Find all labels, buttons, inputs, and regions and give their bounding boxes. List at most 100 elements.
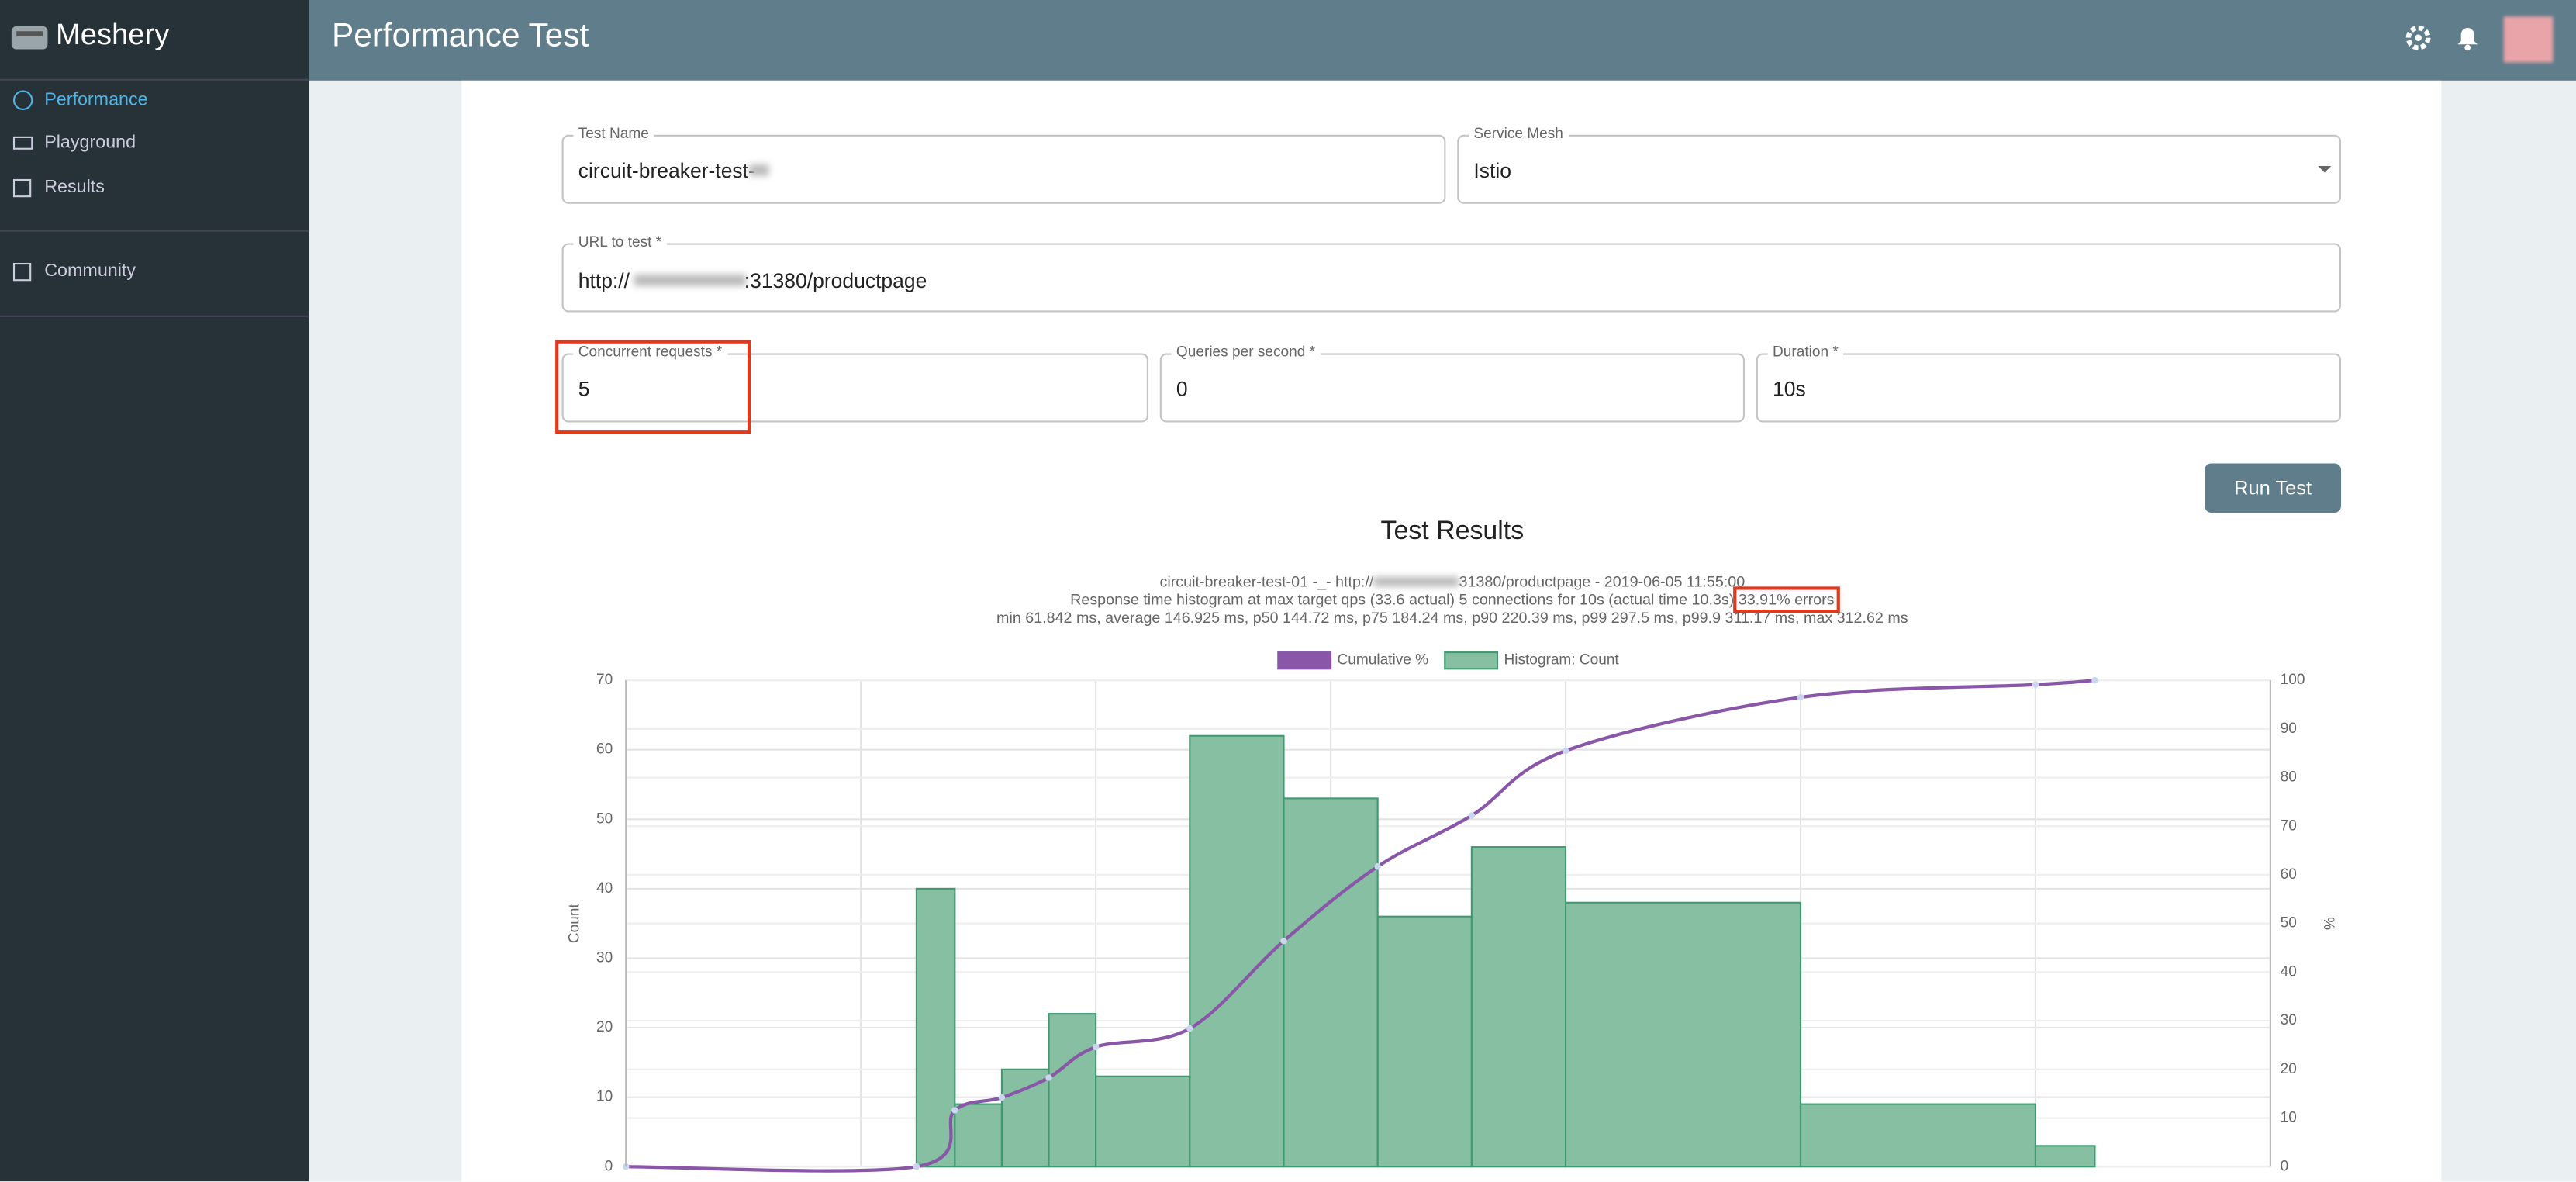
field-value: circuit-breaker-test- (578, 159, 755, 183)
field-value: Istio (1473, 159, 1511, 183)
histogram-bar (1283, 797, 1379, 1168)
separator (0, 78, 309, 81)
y2-tick-label: 30 (2281, 1012, 2297, 1028)
app-name: Meshery (56, 18, 170, 51)
y2-tick-label: 90 (2281, 721, 2297, 737)
histogram-bar (954, 1103, 1003, 1168)
histogram-bar (1799, 1103, 2037, 1168)
logo (11, 26, 48, 50)
histogram-bar (1189, 734, 1285, 1168)
y-tick-label: 30 (596, 949, 613, 966)
histogram-bar (915, 887, 956, 1168)
histogram-bar (1095, 1075, 1191, 1168)
line-point (1092, 1043, 1100, 1051)
notifications-icon[interactable] (2454, 23, 2481, 53)
histogram-bar (2034, 1145, 2096, 1168)
text-field[interactable] (561, 353, 1148, 423)
subtitle-text: 31380/productpage - 2019-06-05 11:55:00 (1459, 573, 1746, 590)
legend-label: Cumulative % (1338, 652, 1429, 669)
nav-item[interactable]: Community (44, 261, 136, 282)
line-point (2091, 676, 2098, 684)
separator (0, 230, 309, 232)
y2-tick-label: 100 (2281, 672, 2305, 688)
text-field[interactable] (1756, 353, 2342, 423)
field-value: 5 (578, 378, 590, 401)
line-point (1280, 938, 1287, 945)
line-point (1186, 1025, 1193, 1032)
field-label: Duration * (1767, 343, 1844, 360)
subtitle-text: Response time histogram at max target qp… (1070, 591, 1735, 608)
y2-tick-label: 70 (2281, 817, 2297, 834)
y-tick-label: 50 (596, 810, 613, 827)
field-label: Concurrent requests * (573, 343, 727, 360)
field-label: URL to test * (573, 233, 667, 251)
y-tick-label: 70 (596, 672, 613, 688)
histogram-bar (1564, 901, 1802, 1168)
y2-tick-label: 60 (2281, 866, 2297, 883)
line-point (1468, 812, 1476, 819)
subtitle: Response time histogram at max target qp… (631, 586, 2274, 613)
subtitle-text: circuit-breaker-test-01 -_- http:// (1159, 573, 1374, 590)
page-title: Performance Test (331, 18, 589, 54)
field-label: Queries per second * (1171, 343, 1321, 360)
dropdown-arrow (2318, 165, 2332, 173)
nav-item[interactable]: Results (44, 177, 105, 198)
subtitle: circuit-breaker-test-01 -_- http:// 31380… (795, 573, 2109, 589)
line-point (2032, 681, 2039, 688)
histogram-bar (1376, 915, 1473, 1168)
nav-item[interactable]: Performance (44, 90, 148, 110)
histogram-bar (1470, 846, 1567, 1168)
y-tick-label: 20 (596, 1019, 613, 1035)
legend-label: Histogram: Count (1504, 652, 1620, 669)
select-field[interactable] (1457, 134, 2342, 204)
highlight-box (555, 340, 751, 434)
histogram-bar (1000, 1068, 1050, 1168)
y-tick-label: 10 (596, 1089, 613, 1105)
redaction (749, 164, 769, 176)
nav-icon (12, 90, 33, 110)
text-field[interactable] (561, 134, 1446, 204)
line-point (1045, 1074, 1052, 1081)
nav-item[interactable]: Playground (44, 133, 136, 154)
line-point (1797, 693, 1804, 701)
line-point (998, 1094, 1006, 1101)
y2-axis-title: % (2320, 917, 2336, 930)
y2-tick-label: 20 (2281, 1061, 2297, 1077)
text-field[interactable] (1159, 353, 1745, 423)
y2-tick-label: 50 (2281, 915, 2297, 931)
histogram-bar (1048, 1013, 1097, 1168)
header: Performance Test (309, 0, 2576, 81)
line-point (1374, 863, 1381, 870)
run-test-button[interactable]: Run Test (2205, 463, 2342, 513)
cumulative-line (626, 678, 2095, 1173)
sidebar: Meshery Performance Playground Results C… (0, 0, 309, 1182)
separator (0, 315, 309, 317)
y2-tick-label: 0 (2281, 1158, 2289, 1174)
legend-swatch (1277, 651, 1332, 670)
field-value: 0 (1176, 378, 1188, 401)
line-point (1562, 747, 1569, 755)
y2-tick-label: 40 (2281, 963, 2297, 980)
chart-title: Test Results (1380, 517, 1525, 546)
field-value: :31380/productpage (744, 269, 927, 293)
nav-icon (12, 262, 32, 282)
errors-highlight: 33.91% errors (1733, 586, 1839, 613)
redaction (1373, 576, 1459, 587)
nav-icon (12, 178, 32, 198)
field-label: Service Mesh (1469, 125, 1569, 142)
text-field[interactable] (561, 243, 2342, 313)
settings-icon[interactable] (2404, 23, 2436, 56)
y-tick-label: 40 (596, 880, 613, 897)
redaction (634, 274, 746, 286)
y-tick-label: 0 (605, 1158, 613, 1174)
nav-icon (12, 136, 33, 150)
avatar[interactable] (2503, 16, 2554, 63)
line-point (913, 1163, 920, 1170)
field-value: http:// (578, 269, 630, 293)
legend-swatch (1444, 651, 1499, 670)
y-tick-label: 60 (596, 741, 613, 758)
y2-tick-label: 10 (2281, 1110, 2297, 1126)
